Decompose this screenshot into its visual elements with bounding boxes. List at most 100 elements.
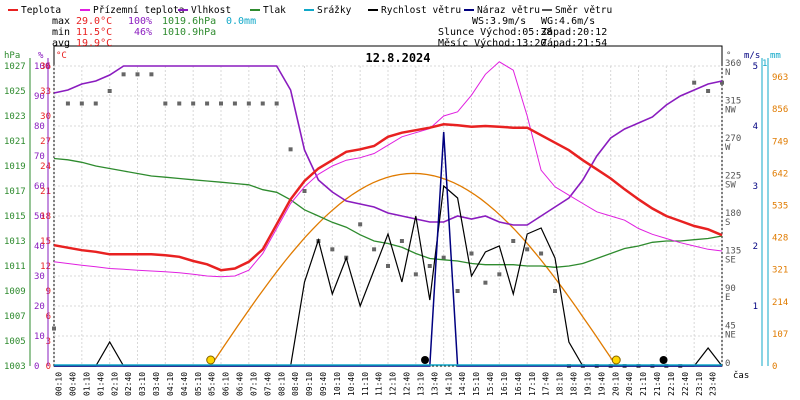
series-layer — [52, 61, 724, 368]
max-hum: 100% — [128, 16, 152, 27]
time-tick-label: 07:10 — [249, 372, 258, 396]
degc-tick-label: 30 — [40, 112, 51, 122]
hpa-tick-label: 1015 — [4, 212, 26, 222]
min-hum: 46% — [134, 27, 152, 38]
wind-dir-point — [121, 72, 126, 77]
pct-tick-label: 10 — [34, 332, 45, 342]
wind-dir-point — [288, 147, 293, 152]
wind-gust: WG:4.6m/s — [541, 16, 595, 27]
mm-tick-label: 535 — [772, 202, 788, 212]
wind-dir-point — [720, 80, 724, 85]
deg-tick-label: 45 — [725, 322, 736, 332]
wind-dir-point — [260, 101, 265, 106]
time-tick-label: 21:10 — [639, 372, 648, 396]
hpa-unit: hPa — [4, 51, 20, 61]
legend-label: Přízemní teplota — [93, 5, 185, 16]
time-tick-label: 20:10 — [611, 372, 620, 396]
wind-dir-point — [163, 101, 168, 106]
mm-tick-label: 642 — [772, 169, 788, 179]
wind-dir-point — [427, 264, 432, 268]
pct-tick-label: 0 — [34, 362, 39, 372]
hpa-tick-label: 1025 — [4, 87, 26, 97]
wind-dir-point — [302, 189, 307, 193]
degc-tick-label: 21 — [40, 187, 51, 197]
max-label: max — [52, 16, 70, 27]
time-tick-label: 13:40 — [430, 372, 439, 396]
wind-dir-point — [52, 326, 56, 331]
wind-dir-point — [692, 80, 697, 85]
degc-tick-label: 24 — [40, 162, 51, 172]
time-tick-label: 23:10 — [695, 372, 704, 396]
deg-tick-label: 90 — [725, 284, 736, 294]
mm-tick-label: 107 — [772, 330, 788, 340]
time-tick-label: 03:10 — [138, 372, 147, 396]
deg-tick-label: 0 — [725, 359, 730, 369]
sun-rise: Slunce Východ:05:38 — [438, 26, 552, 38]
mm-tick-label: 0 — [772, 362, 777, 372]
degc-tick-label: 33 — [40, 87, 51, 97]
moon-rise: Měsíc Východ:13:20 — [438, 37, 546, 49]
degc-tick-label: 36 — [40, 62, 51, 72]
time-tick-label: 02:40 — [124, 372, 133, 396]
wind-dir-point — [497, 272, 502, 277]
wind-dir-point — [399, 239, 404, 243]
deg-tick-label: 135 — [725, 247, 741, 257]
time-tick-label: 02:10 — [110, 372, 119, 396]
hpa-tick-label: 1013 — [4, 237, 26, 247]
pct-tick-label: 70 — [34, 152, 45, 162]
hpa-tick-label: 1019 — [4, 162, 26, 172]
legend-label: Směr větru — [555, 5, 612, 16]
hpa-tick-label: 1003 — [4, 362, 26, 372]
pct-tick-label: 60 — [34, 182, 45, 192]
degc-tick-label: 12 — [40, 262, 51, 272]
legend-label: Rychlost větru — [381, 5, 461, 16]
time-tick-label: 08:40 — [291, 372, 300, 396]
avg-label: avg — [52, 38, 70, 49]
mm-tick-label: 856 — [772, 105, 788, 115]
time-tick-label: 12:40 — [403, 372, 412, 396]
wind-dir-point — [553, 289, 557, 293]
dir-tick-label: S — [725, 218, 730, 228]
wind-dir-point — [93, 101, 98, 106]
solar-curve — [210, 172, 617, 367]
time-tick-label: 01:40 — [96, 372, 105, 396]
wind-dir-point — [149, 72, 154, 77]
time-tick-label: 22:40 — [681, 372, 690, 396]
time-tick-label: 04:40 — [180, 372, 189, 396]
mm-tick-label: 214 — [772, 298, 788, 308]
wind-dir-point — [539, 251, 544, 256]
time-tick-label: 16:10 — [500, 372, 509, 396]
ms-tick-label: 5 — [753, 62, 758, 72]
mm-tick-label: 963 — [772, 73, 788, 83]
stats-block: max 29.0°C 100% 1019.6hPa 0.0mm min 11.5… — [52, 16, 607, 49]
min-label: min — [52, 27, 70, 38]
time-tick-label: 15:40 — [486, 372, 495, 396]
mm-tick-label: 428 — [772, 234, 788, 244]
time-tick-label: 10:10 — [333, 372, 342, 396]
ground-temp-line — [53, 61, 723, 278]
pct-tick-label: 100 — [34, 62, 50, 72]
pct-tick-label: 30 — [34, 272, 45, 282]
time-tick-label: 19:40 — [597, 372, 606, 396]
wind-dir-point — [232, 101, 237, 106]
deg-tick-label: 180 — [725, 209, 741, 219]
humidity-line — [53, 65, 723, 226]
moon-set: Západ:21:54 — [541, 37, 607, 49]
hpa-tick-label: 1005 — [4, 337, 26, 347]
time-tick-label: 08:10 — [277, 372, 286, 396]
axes-layer: 1027102510231021101910171015101310111009… — [4, 58, 788, 396]
wind-dir-point — [191, 101, 196, 106]
dir-tick-label: N — [725, 68, 730, 78]
pct-tick-label: 50 — [34, 212, 45, 222]
hpa-tick-label: 1021 — [4, 137, 26, 147]
time-tick-label: 09:10 — [305, 372, 314, 396]
legend-label: Náraz větru — [477, 5, 540, 16]
hpa-tick-label: 1017 — [4, 187, 26, 197]
time-tick-label: 12:10 — [389, 372, 398, 396]
deg-tick-label: 360 — [725, 59, 741, 69]
legend-label: Vlhkost — [191, 5, 231, 16]
legend-label: Tlak — [263, 5, 286, 16]
ms-unit: m/s — [744, 51, 760, 61]
max-temp: 29.0°C — [76, 16, 112, 27]
legend: Teplota Přízemní teplota Vlhkost Tlak Srážky… — [8, 5, 612, 16]
